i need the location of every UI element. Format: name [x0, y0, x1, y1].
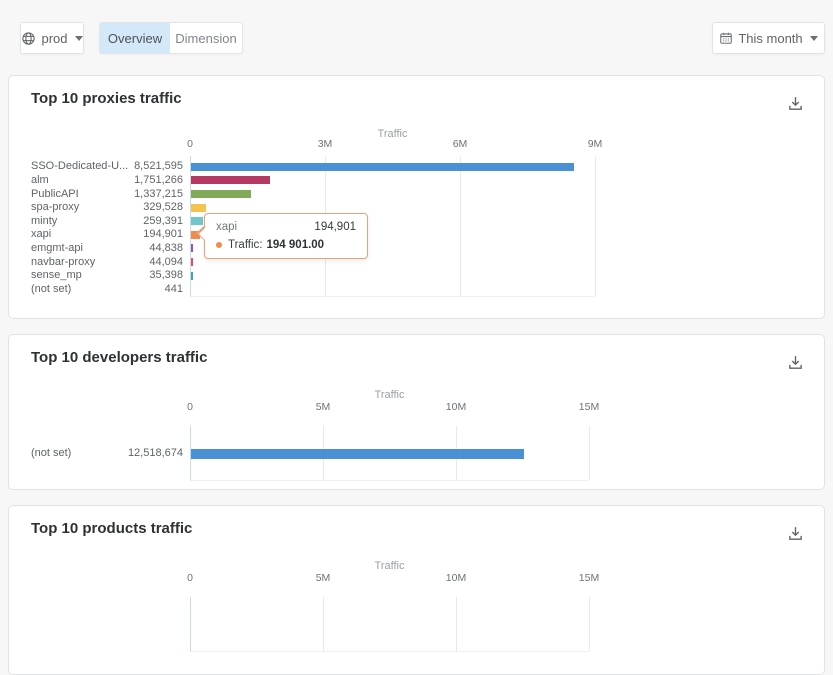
- tooltip-series-value: 194,901: [314, 221, 356, 233]
- tooltip-arrow: [198, 226, 206, 241]
- toolbar: prod Overview Dimension This month: [0, 0, 833, 75]
- download-button[interactable]: [784, 92, 806, 114]
- category-value: 329,528: [143, 201, 183, 214]
- bar-chart-proxies: Traffic 0 3M 6M 9M SSO-Dedicated-U... 8,521,59…: [9, 76, 824, 318]
- category-label: emgmt-api: [31, 241, 83, 254]
- gridline: [595, 156, 596, 296]
- axis-tick-label: 15M: [578, 401, 600, 413]
- tab-overview-label: Overview: [107, 30, 163, 46]
- category-label: (not set): [31, 447, 72, 459]
- bar-emgmt-api[interactable]: [191, 244, 193, 253]
- category-value: 8,521,595: [134, 160, 183, 173]
- category-value: 44,094: [149, 255, 183, 268]
- axis-tick-label: 0: [187, 572, 193, 584]
- axis-tick-label: 0: [187, 138, 193, 150]
- category-value: 12,518,674: [127, 447, 183, 459]
- axis-tick-label: 10M: [445, 572, 467, 584]
- chevron-down-icon: [74, 35, 83, 41]
- download-icon: [788, 355, 802, 369]
- category-value: 194,901: [143, 228, 183, 241]
- card-top-developers-traffic: Top 10 developers traffic Traffic 0 5M 10M 1…: [8, 334, 825, 490]
- card-top-proxies-traffic: Top 10 proxies traffic Traffic 0 3M 6M 9M SSO…: [8, 75, 825, 319]
- category-label: PublicAPI: [31, 187, 79, 200]
- category-value: 44,838: [149, 241, 183, 254]
- gridline: [323, 597, 324, 651]
- gridline: [460, 156, 461, 296]
- card-title: Top 10 proxies traffic: [31, 90, 182, 107]
- gridline: [456, 597, 457, 651]
- axis-tick-label: 5M: [315, 401, 331, 413]
- date-range-selector[interactable]: This month: [712, 22, 825, 54]
- view-tabs: Overview Dimension: [99, 22, 243, 54]
- category-value: 259,391: [143, 214, 183, 227]
- bar-sense_mp[interactable]: [191, 271, 193, 280]
- category-label: spa-proxy: [31, 201, 80, 214]
- axis-tick-label: 3M: [317, 138, 333, 150]
- x-axis-title: Traffic: [374, 560, 405, 572]
- axis-tick-label: 0: [187, 401, 193, 413]
- bar-xapi[interactable]: [191, 230, 200, 239]
- bar-chart-products: Traffic 0 5M 10M 15M: [9, 506, 824, 674]
- environment-selector[interactable]: prod: [20, 22, 84, 54]
- category-label: SSO-Dedicated-U...: [31, 160, 129, 173]
- x-axis-title: Traffic: [377, 128, 408, 140]
- category-label: sense_mp: [31, 269, 82, 282]
- download-icon: [788, 526, 802, 540]
- date-range-label: This month: [738, 30, 803, 46]
- chevron-down-icon: [809, 35, 818, 41]
- tooltip-metric-label: Traffic:: [228, 239, 263, 251]
- bar-SSO-Dedicated-U...[interactable]: [191, 162, 574, 171]
- axis-tick-label: 10M: [445, 401, 467, 413]
- plot-area: [190, 426, 590, 481]
- category-value: 1,751,266: [134, 173, 183, 186]
- axis-tick-label: 5M: [315, 572, 331, 584]
- category-label: xapi: [31, 228, 52, 241]
- bar-PublicAPI[interactable]: [191, 190, 251, 198]
- tooltip-metric-value: 194 901.00: [266, 239, 325, 251]
- category-value: 1,337,215: [134, 187, 183, 200]
- x-axis-title: Traffic: [374, 389, 405, 401]
- gridline: [589, 426, 590, 480]
- bar-minty[interactable]: [191, 217, 203, 226]
- card-title: Top 10 developers traffic: [31, 349, 208, 366]
- axis-tick-label: 15M: [578, 572, 600, 584]
- gridline: [589, 597, 590, 651]
- category-value: 35,398: [149, 269, 183, 282]
- tooltip-bullet-icon: [216, 242, 222, 248]
- category-label: minty: [31, 214, 58, 227]
- tooltip-series-name: xapi: [216, 221, 238, 233]
- tab-overview[interactable]: Overview: [100, 23, 170, 53]
- category-label: (not set): [31, 282, 72, 295]
- globe-icon: [22, 31, 36, 45]
- environment-label: prod: [41, 30, 68, 46]
- bar-(not set)[interactable]: [191, 448, 524, 459]
- bar-chart-developers: Traffic 0 5M 10M 15M (not set) 12,518,674: [9, 335, 824, 489]
- download-icon: [788, 96, 802, 110]
- axis-tick-label: 9M: [587, 138, 603, 150]
- category-label: alm: [31, 173, 49, 186]
- calendar-icon: [720, 32, 733, 44]
- axis-tick-label: 6M: [452, 138, 468, 150]
- tab-dimension-label: Dimension: [175, 30, 237, 46]
- category-label: navbar-proxy: [31, 255, 96, 268]
- plot-area: [190, 597, 590, 652]
- card-title: Top 10 products traffic: [31, 520, 193, 537]
- chart-tooltip: xapi 194,901 Traffic: 194 901.00: [196, 213, 368, 259]
- tab-dimension[interactable]: Dimension: [170, 23, 242, 53]
- download-button[interactable]: [784, 522, 806, 544]
- card-top-products-traffic: Top 10 products traffic Traffic 0 5M 10M 15M: [8, 505, 825, 675]
- bar-spa-proxy[interactable]: [191, 203, 206, 212]
- download-button[interactable]: [784, 351, 806, 373]
- category-value: 441: [164, 282, 183, 295]
- bar-navbar-proxy[interactable]: [191, 258, 193, 266]
- bar-alm[interactable]: [191, 176, 270, 185]
